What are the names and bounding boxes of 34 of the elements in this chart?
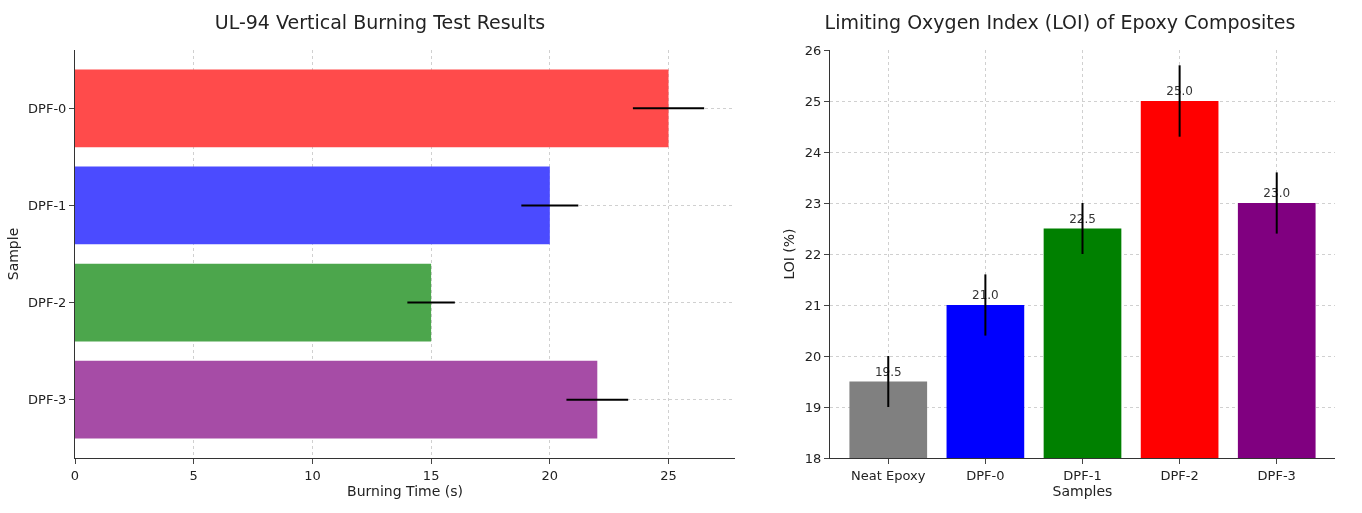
x-tick-label: Neat Epoxy: [851, 467, 926, 483]
y-tick-label: 22: [804, 246, 822, 262]
y-tick-label: 26: [804, 42, 822, 58]
x-tick-label: DPF-0: [966, 467, 1005, 483]
y-tick-label: 19: [804, 399, 822, 415]
y-tick-label: 24: [804, 144, 822, 160]
y-axis-title: Sample: [4, 227, 21, 281]
y-tick-label: DPF-0: [28, 100, 67, 116]
y-tick-label: 20: [804, 348, 822, 364]
y-tick-label: 18: [804, 450, 822, 466]
x-tick-label: 5: [189, 467, 198, 483]
bar: [75, 69, 669, 148]
x-tick-label: 0: [70, 467, 80, 483]
x-tick-label: 10: [304, 467, 321, 483]
y-tick-label: DPF-1: [28, 197, 67, 213]
bar: [75, 263, 432, 342]
chart-title: UL-94 Vertical Burning Test Results: [214, 10, 546, 33]
x-tick-label: DPF-2: [1160, 467, 1199, 483]
y-tick-label: 25: [804, 93, 822, 109]
y-tick-label: 23: [804, 195, 822, 211]
x-axis-title: Samples: [1052, 482, 1113, 499]
chart-title: Limiting Oxygen Index (LOI) of Epoxy Composites: [824, 10, 1296, 33]
x-tick-label: 20: [541, 467, 559, 483]
x-axis-title: Burning Time (s): [347, 482, 463, 499]
x-tick-label: DPF-3: [1257, 467, 1296, 483]
x-tick-label: DPF-1: [1063, 467, 1102, 483]
y-tick-label: DPF-3: [28, 392, 67, 408]
y-tick-label: DPF-2: [28, 295, 67, 311]
x-tick-label: 15: [422, 467, 440, 483]
x-tick-label: 25: [660, 467, 677, 483]
bar: [75, 360, 598, 439]
y-tick-label: 21: [804, 297, 822, 313]
bar: [75, 166, 550, 245]
y-axis-title: LOI (%): [781, 228, 798, 280]
